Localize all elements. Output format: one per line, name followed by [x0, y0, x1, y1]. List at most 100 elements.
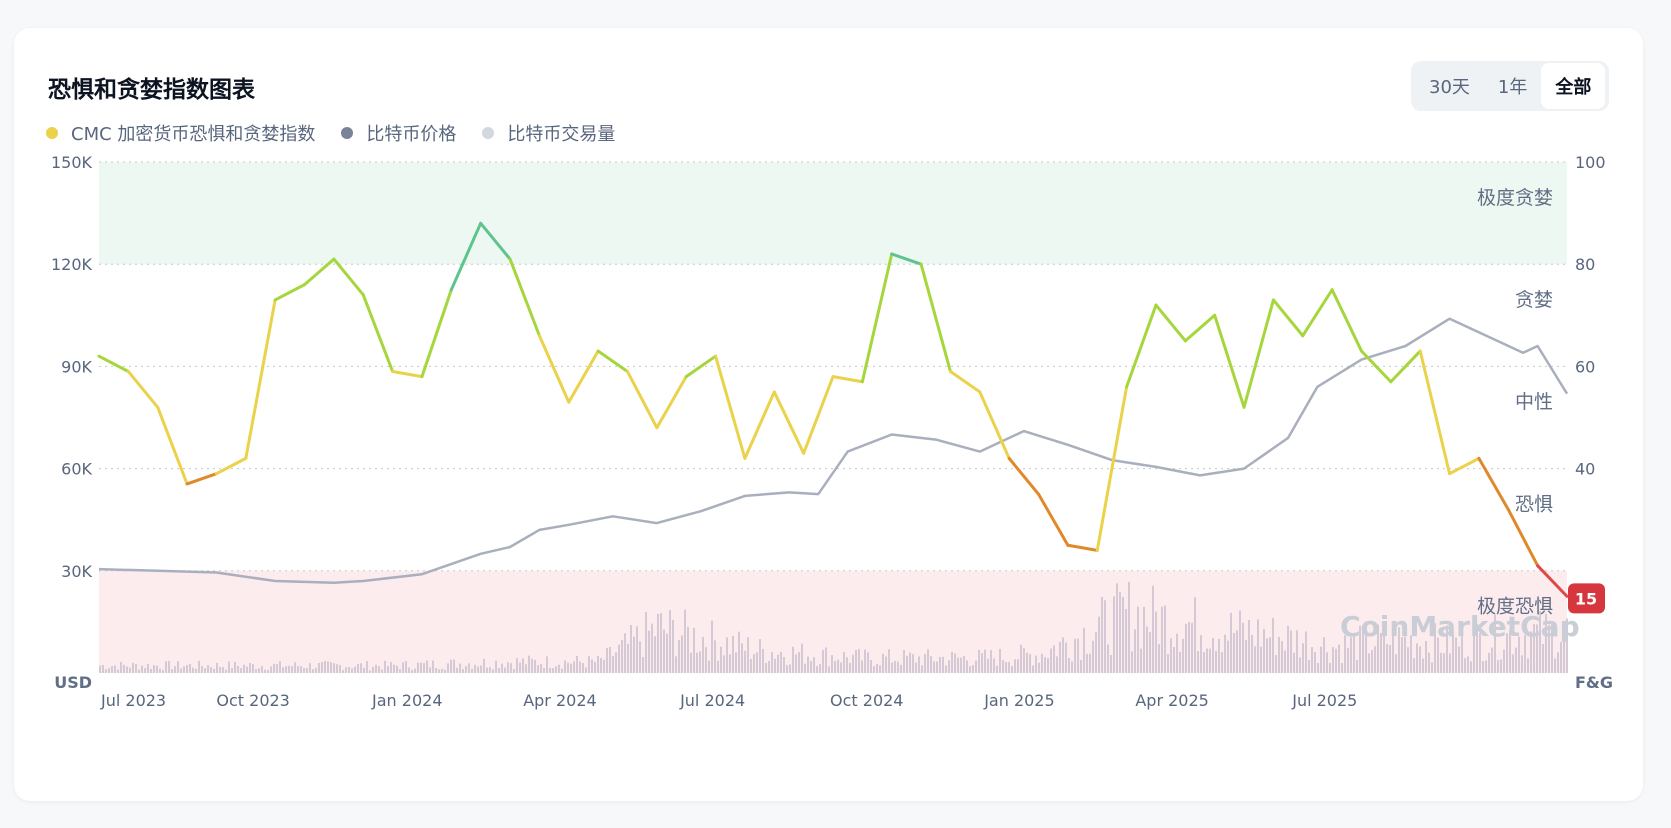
- volume-bar: [924, 654, 926, 673]
- fear-greed-segment: [1154, 303, 1187, 343]
- volume-bar: [1110, 655, 1112, 673]
- fear-greed-segment: [1183, 313, 1217, 343]
- volume-bar: [138, 669, 140, 673]
- volume-bar: [1224, 634, 1226, 673]
- volume-bar: [729, 654, 731, 673]
- volume-bar: [1158, 644, 1160, 673]
- volume-bar: [435, 668, 437, 673]
- legend-item-btc-price[interactable]: 比特币价格: [341, 120, 456, 146]
- volume-bar: [1437, 637, 1439, 673]
- volume-bar: [444, 669, 446, 673]
- badge-layer: 15: [1568, 583, 1605, 614]
- volume-bar: [1482, 661, 1484, 673]
- volume-bar: [705, 647, 707, 673]
- volume-bar: [306, 668, 308, 673]
- volume-bar: [1176, 633, 1178, 673]
- volume-bar: [1305, 631, 1307, 673]
- volume-bar: [1548, 624, 1550, 673]
- volume-bar: [711, 620, 713, 673]
- volume-bar: [483, 658, 485, 673]
- volume-bar: [264, 669, 266, 673]
- volume-bar: [699, 651, 701, 673]
- volume-bar: [666, 633, 668, 673]
- zones-layer: [99, 162, 1567, 673]
- volume-bar: [1431, 662, 1433, 673]
- range-button-30d[interactable]: 30天: [1429, 77, 1470, 98]
- range-button-all[interactable]: 全部: [1541, 63, 1606, 109]
- volume-bar: [1479, 632, 1481, 673]
- volume-bar: [1050, 648, 1052, 673]
- volume-bar: [1194, 597, 1196, 673]
- volume-bar: [249, 663, 251, 673]
- volume-bar: [684, 609, 686, 673]
- volume-bar: [1287, 625, 1289, 673]
- volume-bar: [609, 646, 611, 673]
- legend-item-fear-greed[interactable]: CMC 加密货币恐惧和贪婪指数: [46, 120, 315, 146]
- volume-bar: [1149, 632, 1151, 673]
- volume-bar: [987, 658, 989, 673]
- volume-bar: [1071, 661, 1073, 673]
- fear-greed-segment: [361, 293, 395, 374]
- volume-bar: [1365, 625, 1367, 673]
- volume-bar: [1347, 647, 1349, 673]
- volume-bar: [891, 662, 893, 673]
- left-tick-label: 120K: [51, 255, 93, 274]
- volume-bar: [1029, 654, 1031, 673]
- legend-label: CMC 加密货币恐惧和贪婪指数: [71, 124, 316, 145]
- volume-bar: [669, 610, 671, 673]
- volume-bar: [1251, 634, 1253, 673]
- chart-title: 恐惧和贪婪指数图表: [48, 77, 255, 103]
- volume-bar: [630, 625, 632, 673]
- legend-dot-icon: [46, 127, 58, 139]
- volume-bar: [1398, 627, 1400, 673]
- volume-bar: [567, 662, 569, 673]
- volume-bar: [1170, 638, 1172, 673]
- volume-bar: [858, 648, 860, 673]
- volume-bar: [702, 637, 704, 673]
- volume-bar: [1221, 652, 1223, 673]
- volume-bar: [852, 654, 854, 673]
- volume-bar: [1560, 641, 1562, 673]
- volume-bar: [141, 665, 143, 673]
- volume-bar: [741, 643, 743, 673]
- volume-bar: [255, 669, 257, 673]
- legend-item-btc-volume[interactable]: 比特币交易量: [482, 120, 615, 146]
- volume-bar: [579, 661, 581, 673]
- fear-greed-segment: [214, 456, 248, 476]
- volume-bar: [819, 663, 821, 673]
- volume-bar: [1362, 631, 1364, 673]
- volume-bar: [1521, 655, 1523, 673]
- volume-bar: [1467, 656, 1469, 673]
- volume-bar: [573, 661, 575, 673]
- volume-bar: [1350, 637, 1352, 673]
- grid-layer: [99, 161, 1567, 572]
- volume-bar: [678, 639, 680, 673]
- volume-bar: [1215, 651, 1217, 673]
- right-tick-label: 40: [1575, 460, 1595, 479]
- volume-bar: [768, 660, 770, 673]
- volume-bar: [855, 649, 857, 673]
- volume-bar: [1338, 644, 1340, 673]
- volume-bar: [246, 666, 248, 673]
- volume-bar: [252, 664, 254, 673]
- volume-bar: [1182, 638, 1184, 673]
- volume-bar: [129, 667, 131, 673]
- zone-label: 贪婪: [1515, 289, 1553, 311]
- volume-bar: [204, 668, 206, 673]
- volume-bar: [984, 649, 986, 673]
- volume-bar: [198, 660, 200, 673]
- volume-bar: [318, 663, 320, 673]
- volume-bar: [1299, 657, 1301, 673]
- volume-bar: [606, 647, 608, 673]
- legend-label: 比特币价格: [366, 124, 457, 145]
- volume-bar: [837, 659, 839, 673]
- volume-bar: [381, 669, 383, 673]
- fear-greed-segment: [537, 334, 571, 404]
- fear-greed-segment: [978, 390, 1011, 460]
- volume-bar: [144, 668, 146, 673]
- volume-bar: [972, 665, 974, 673]
- volume-bar: [720, 646, 722, 673]
- range-button-1y[interactable]: 1年: [1497, 77, 1528, 98]
- volume-bar: [603, 659, 605, 673]
